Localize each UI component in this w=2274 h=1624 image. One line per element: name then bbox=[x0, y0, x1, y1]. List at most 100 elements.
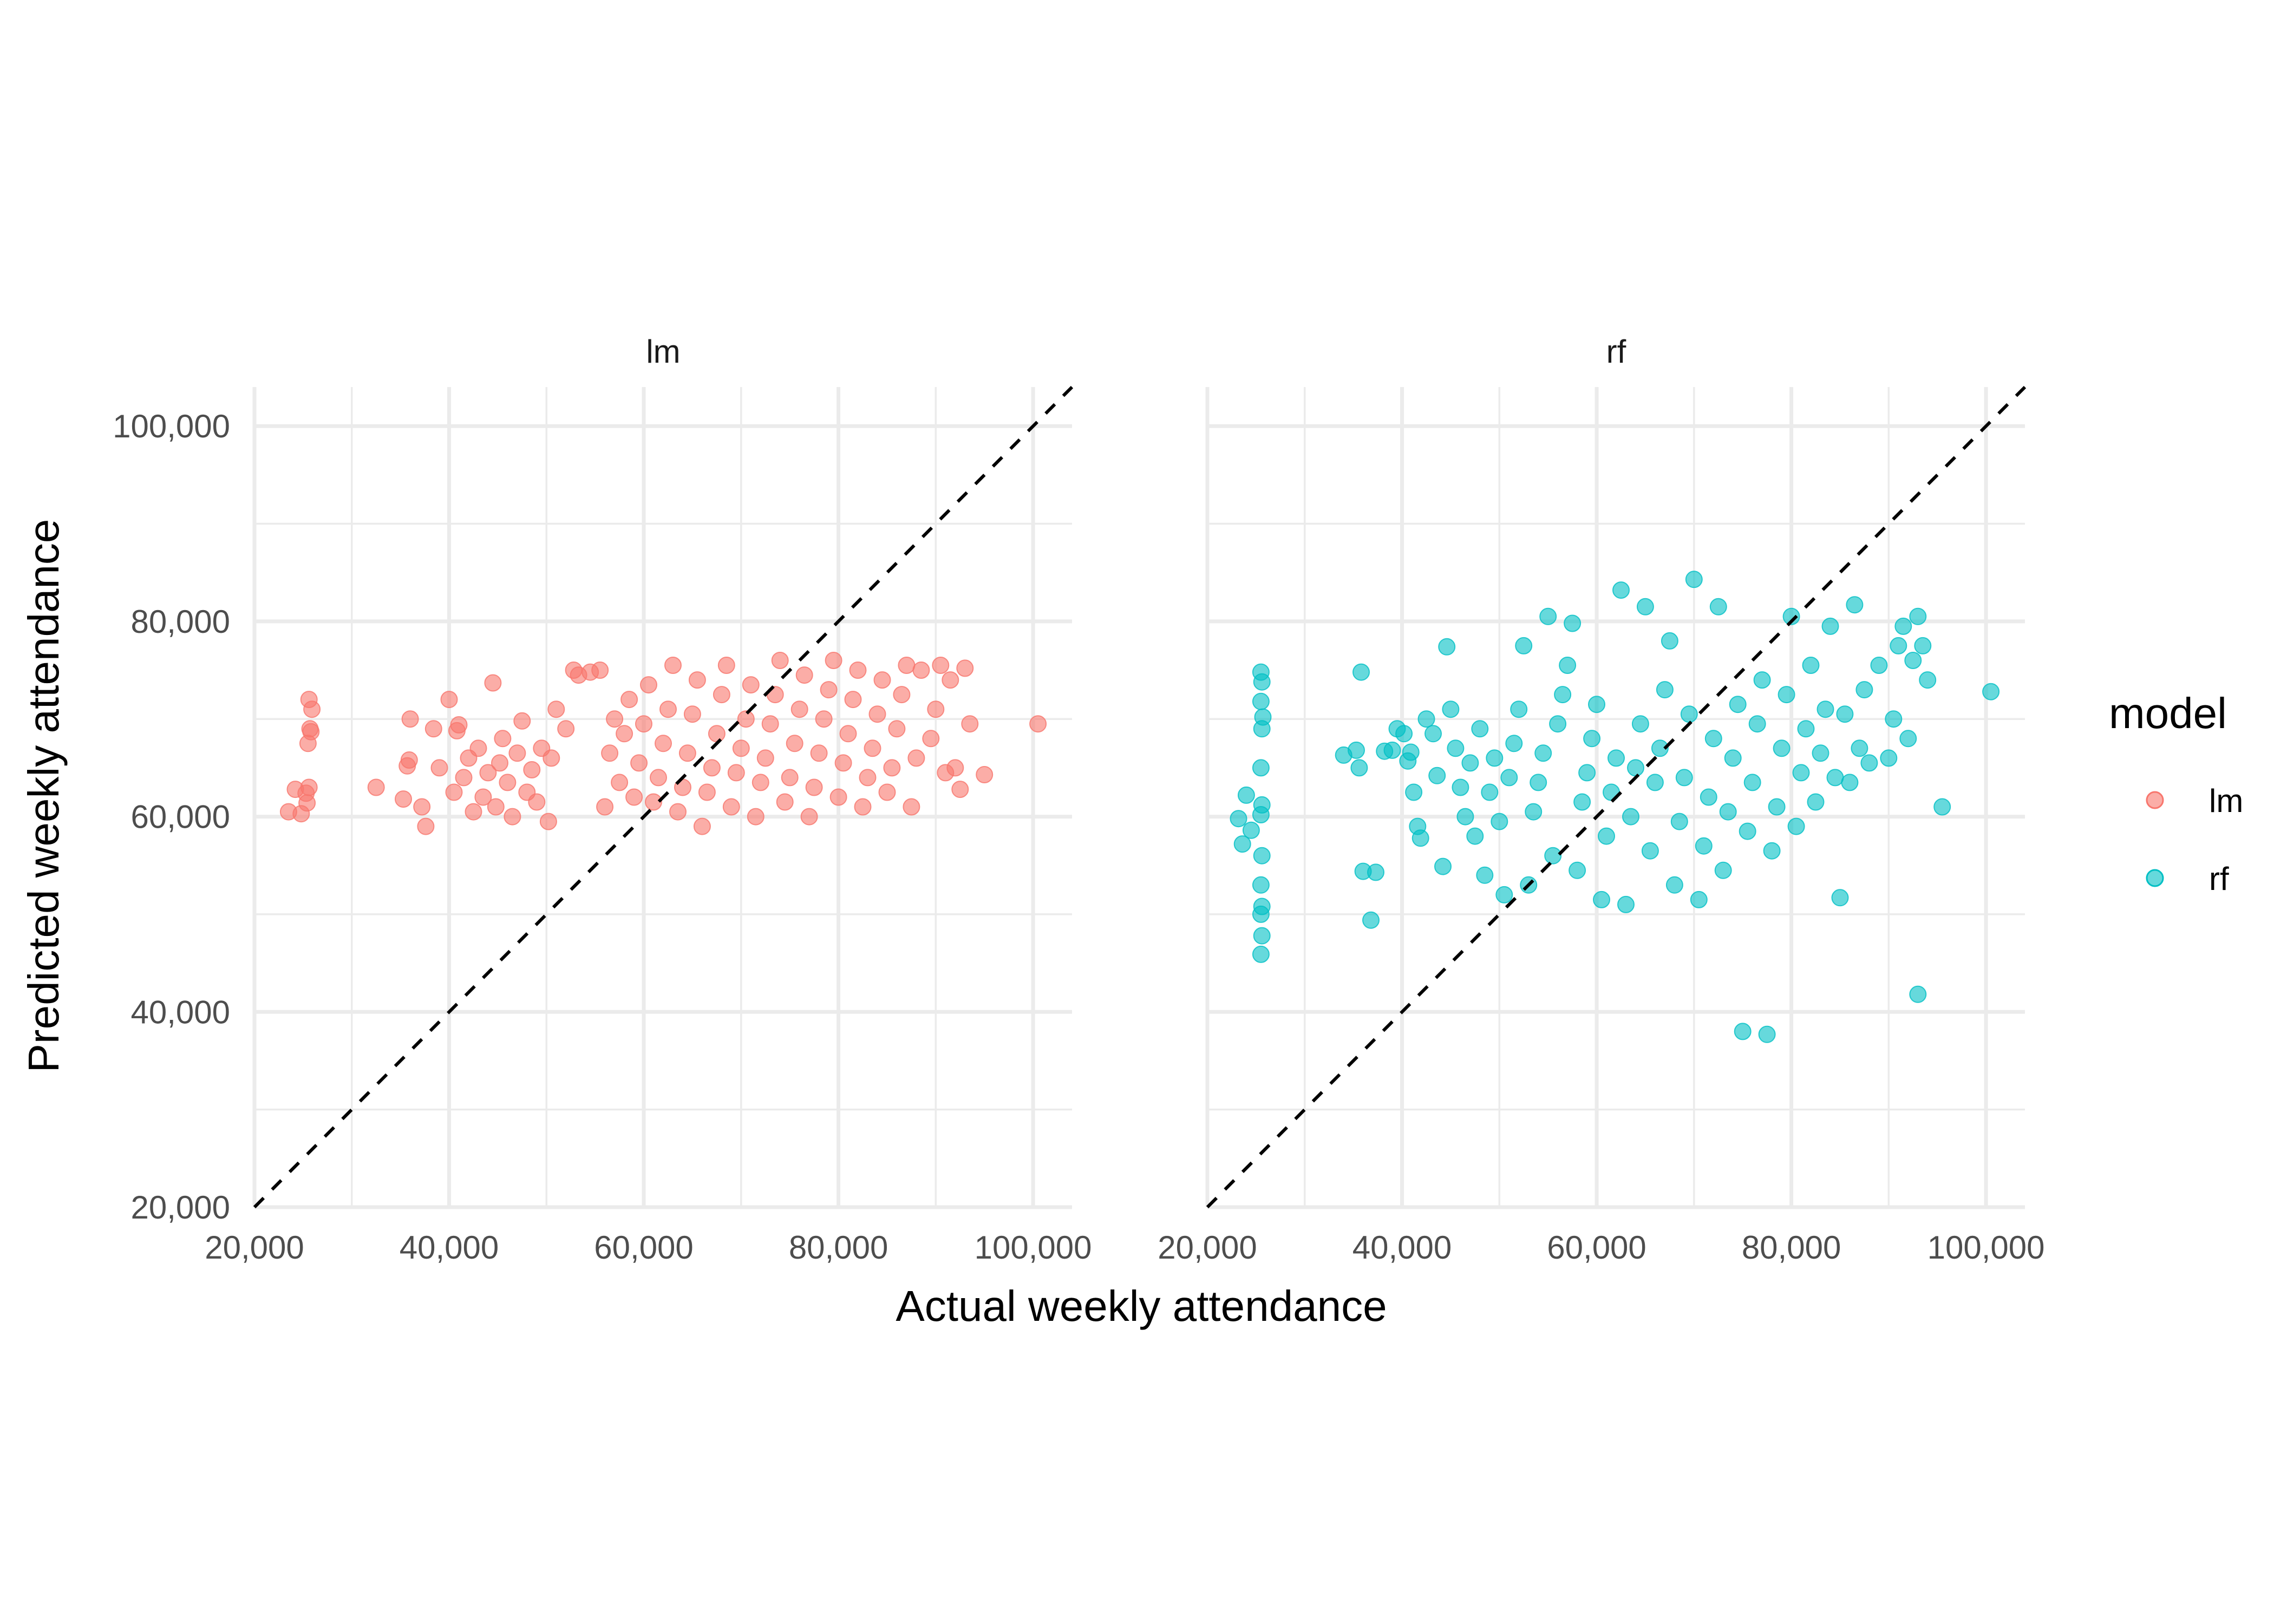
y-tick-label: 80,000 bbox=[130, 604, 230, 640]
data-point-lm bbox=[820, 681, 838, 699]
data-point-rf bbox=[1982, 683, 2000, 700]
data-point-lm bbox=[601, 744, 619, 762]
reference-line-lm bbox=[253, 385, 1074, 1209]
data-point-rf bbox=[1914, 637, 1932, 654]
data-point-rf bbox=[1855, 681, 1873, 699]
data-point-rf bbox=[1904, 652, 1922, 669]
data-point-rf bbox=[1719, 803, 1737, 821]
data-point-lm bbox=[713, 686, 730, 704]
data-point-rf bbox=[1631, 715, 1649, 733]
data-point-rf bbox=[1593, 890, 1610, 908]
data-point-rf bbox=[1739, 822, 1756, 840]
data-point-rf bbox=[1816, 700, 1834, 718]
data-point-rf bbox=[1933, 798, 1951, 816]
y-tick-label: 100,000 bbox=[113, 408, 230, 444]
data-point-rf bbox=[1569, 861, 1586, 879]
data-point-lm bbox=[440, 691, 458, 709]
panel-lm-points bbox=[279, 652, 1047, 835]
data-point-lm bbox=[683, 705, 701, 723]
data-point-lm bbox=[708, 725, 726, 743]
data-point-lm bbox=[761, 715, 779, 733]
data-point-lm bbox=[596, 798, 614, 816]
data-point-rf bbox=[1841, 774, 1859, 791]
data-point-rf bbox=[1573, 793, 1591, 811]
data-point-rf bbox=[1665, 876, 1683, 894]
data-point-lm bbox=[722, 798, 740, 816]
data-point-lm bbox=[298, 794, 316, 812]
data-point-lm bbox=[655, 735, 672, 752]
data-point-lm bbox=[430, 759, 448, 777]
data-point-lm bbox=[786, 735, 803, 752]
legend-key-lm bbox=[2146, 791, 2164, 809]
data-point-rf bbox=[1481, 783, 1499, 801]
data-point-rf bbox=[1237, 786, 1255, 804]
data-point-rf bbox=[1505, 735, 1523, 752]
data-point-lm bbox=[776, 793, 794, 811]
data-point-lm bbox=[781, 769, 799, 787]
data-point-rf bbox=[1438, 638, 1456, 656]
data-point-lm bbox=[839, 725, 857, 743]
data-point-lm bbox=[907, 749, 925, 767]
data-point-rf bbox=[1748, 715, 1766, 733]
strip-label-lm: lm bbox=[646, 333, 680, 370]
data-point-rf bbox=[1500, 769, 1518, 787]
data-point-rf bbox=[1424, 725, 1442, 743]
data-point-rf bbox=[1491, 813, 1508, 830]
data-point-lm bbox=[859, 769, 877, 787]
x-tick-label-rf: 60,000 bbox=[1547, 1229, 1646, 1266]
data-point-lm bbox=[491, 754, 508, 772]
data-point-rf bbox=[1797, 720, 1815, 738]
data-point-lm bbox=[805, 778, 823, 796]
data-point-rf bbox=[1539, 607, 1557, 625]
y-axis-ticks: 20,000 40,000 60,000 80,000 100,000 bbox=[113, 408, 230, 1226]
data-point-lm bbox=[484, 674, 502, 692]
data-point-rf bbox=[1724, 749, 1742, 767]
x-tick-label-lm: 80,000 bbox=[789, 1229, 888, 1266]
data-point-lm bbox=[367, 778, 385, 796]
data-point-lm bbox=[815, 710, 833, 728]
data-point-lm bbox=[717, 657, 735, 674]
data-point-rf bbox=[1252, 945, 1270, 963]
data-point-lm bbox=[868, 705, 886, 723]
data-point-rf bbox=[1826, 769, 1844, 787]
data-point-lm bbox=[737, 710, 755, 728]
data-point-lm bbox=[620, 691, 638, 709]
data-point-lm bbox=[747, 808, 764, 826]
data-point-rf bbox=[1253, 673, 1271, 691]
x-tick-label-rf: 80,000 bbox=[1742, 1229, 1841, 1266]
data-point-lm bbox=[424, 720, 442, 738]
data-point-lm bbox=[903, 798, 920, 816]
data-point-lm bbox=[703, 759, 721, 777]
data-point-rf bbox=[1428, 767, 1446, 784]
data-point-rf bbox=[1530, 774, 1547, 791]
data-point-rf bbox=[1880, 749, 1898, 767]
data-point-rf bbox=[1807, 793, 1825, 811]
y-tick-label: 20,000 bbox=[130, 1189, 230, 1226]
data-point-lm bbox=[650, 769, 667, 787]
data-point-lm bbox=[854, 798, 872, 816]
data-point-rf bbox=[1525, 803, 1543, 821]
data-point-rf bbox=[1802, 657, 1820, 674]
data-point-lm bbox=[742, 676, 760, 694]
data-point-lm bbox=[693, 817, 711, 835]
data-point-rf bbox=[1559, 657, 1577, 674]
data-point-rf bbox=[1608, 749, 1625, 767]
data-point-lm bbox=[455, 769, 473, 787]
data-point-rf bbox=[1773, 739, 1791, 757]
data-point-rf bbox=[1252, 905, 1270, 923]
data-point-rf bbox=[1680, 705, 1698, 723]
data-point-rf bbox=[1412, 829, 1429, 847]
data-point-lm bbox=[956, 659, 974, 677]
data-point-rf bbox=[1447, 739, 1465, 757]
data-point-lm bbox=[487, 798, 505, 816]
data-point-rf bbox=[1690, 890, 1708, 908]
x-axis-ticks-rf: 20,000 40,000 60,000 80,000 100,000 bbox=[1158, 1229, 2044, 1266]
data-point-lm bbox=[450, 716, 468, 734]
panel-rf-grid bbox=[1205, 387, 2025, 1209]
data-point-lm bbox=[630, 754, 648, 772]
data-point-rf bbox=[1252, 692, 1270, 710]
data-point-rf bbox=[1442, 700, 1460, 718]
data-point-lm bbox=[922, 730, 940, 748]
data-point-lm bbox=[795, 666, 813, 684]
data-point-lm bbox=[888, 720, 906, 738]
